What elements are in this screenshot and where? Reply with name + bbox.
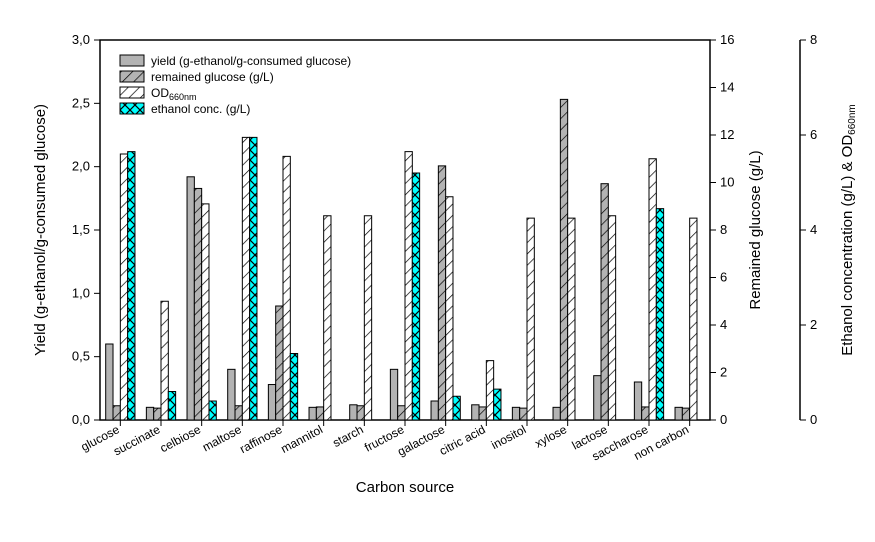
legend-label-remained_glucose: remained glucose (g/L): [151, 70, 274, 84]
x-category-label: raffinose: [237, 422, 284, 456]
bar-od660: [120, 154, 127, 420]
legend-swatch-ethanol: [120, 103, 144, 114]
y-left-tick-label: 1,0: [72, 285, 90, 300]
bar-od660: [527, 218, 534, 420]
y-right1-tick-label: 10: [720, 175, 734, 190]
bar-remained_glucose: [194, 188, 201, 420]
bar-od660: [405, 152, 412, 420]
x-category-label: mannitol: [278, 422, 325, 456]
bar-remained_glucose: [479, 407, 486, 420]
y-left-tick-label: 0,0: [72, 412, 90, 427]
y-right1-tick-label: 8: [720, 222, 727, 237]
bar-ethanol: [209, 401, 216, 420]
bar-yield: [309, 407, 316, 420]
bar-yield: [390, 369, 397, 420]
bar-ethanol: [656, 209, 663, 420]
legend-swatch-remained_glucose: [120, 71, 144, 82]
y-right2-tick-label: 0: [810, 412, 817, 427]
x-category-label: starch: [330, 422, 365, 450]
bar-remained_glucose: [520, 408, 527, 420]
bar-ethanol: [453, 396, 460, 420]
bar-od660: [486, 361, 493, 420]
bar-remained_glucose: [276, 306, 283, 420]
bar-remained_glucose: [357, 406, 364, 420]
bar-remained_glucose: [601, 184, 608, 420]
bar-remained_glucose: [438, 166, 445, 420]
legend-label-yield: yield (g-ethanol/g-consumed glucose): [151, 54, 351, 68]
y-right2-tick-label: 4: [810, 222, 817, 237]
bar-remained_glucose: [398, 406, 405, 420]
bar-remained_glucose: [560, 99, 567, 420]
bar-yield: [675, 407, 682, 420]
x-category-label: xylose: [532, 422, 569, 450]
bar-ethanol: [128, 152, 135, 420]
y-right1-tick-label: 4: [720, 317, 727, 332]
x-category-label: succinate: [111, 422, 163, 458]
y-left-tick-label: 1,5: [72, 222, 90, 237]
bar-od660: [324, 216, 331, 420]
y-right1-tick-label: 14: [720, 80, 734, 95]
bar-yield: [472, 405, 479, 420]
bar-yield: [512, 407, 519, 420]
legend-label-ethanol: ethanol conc. (g/L): [151, 102, 250, 116]
bar-ethanol: [290, 354, 297, 421]
bar-yield: [350, 405, 357, 420]
bar-od660: [283, 156, 290, 420]
bar-yield: [553, 407, 560, 420]
bar-yield: [106, 344, 113, 420]
bar-yield: [228, 369, 235, 420]
bar-yield: [187, 177, 194, 420]
bar-ethanol: [412, 173, 419, 420]
y-right1-tick-label: 16: [720, 32, 734, 47]
y-right1-tick-label: 12: [720, 127, 734, 142]
y-right1-axis-title: Remained glucose (g/L): [747, 150, 764, 309]
bar-yield: [634, 382, 641, 420]
bar-od660: [202, 204, 209, 420]
bar-yield: [146, 407, 153, 420]
bar-remained_glucose: [113, 406, 120, 420]
y-left-axis-title: Yield (g-ethanol/g-consumed glucose): [32, 104, 49, 356]
y-left-tick-label: 2,0: [72, 159, 90, 174]
x-category-label: celbiose: [158, 422, 204, 455]
bar-remained_glucose: [682, 408, 689, 420]
y-right2-tick-label: 6: [810, 127, 817, 142]
bar-yield: [268, 385, 275, 420]
y-right2-tick-label: 2: [810, 317, 817, 332]
bar-ethanol: [168, 392, 175, 421]
bar-remained_glucose: [316, 407, 323, 420]
y-right2-tick-label: 8: [810, 32, 817, 47]
bar-od660: [690, 218, 697, 420]
x-axis-title: Carbon source: [356, 479, 454, 496]
y-left-tick-label: 2,5: [72, 95, 90, 110]
x-category-label: maltose: [200, 422, 244, 454]
bar-yield: [594, 376, 601, 420]
y-right1-tick-label: 0: [720, 412, 727, 427]
bar-od660: [161, 301, 168, 420]
bar-od660: [649, 159, 656, 420]
bar-remained_glucose: [642, 407, 649, 420]
y-right1-tick-label: 6: [720, 270, 727, 285]
legend-swatch-yield: [120, 55, 144, 66]
y-right2-axis-title: Ethanol concentration (g/L) & OD660nm: [839, 104, 858, 356]
x-category-label: inositol: [489, 422, 529, 452]
svg-text:Ethanol concentration (g/L) &: Ethanol concentration (g/L) & OD660nm: [839, 104, 858, 356]
x-category-label: galactose: [395, 422, 447, 459]
y-right1-tick-label: 2: [720, 365, 727, 380]
bar-od660: [446, 197, 453, 420]
bar-od660: [608, 216, 615, 420]
legend-swatch-od660: [120, 87, 144, 98]
bar-od660: [242, 137, 249, 420]
bar-ethanol: [494, 389, 501, 420]
legend-label-od660: OD660nm: [151, 86, 197, 102]
bar-remained_glucose: [154, 408, 161, 420]
x-category-label: citric acid: [437, 422, 488, 458]
bar-yield: [431, 401, 438, 420]
chart: 0,0 0,5 1,0 1,5 2,0 2,5 3,0 Yield (g-ethanol/g-…: [0, 0, 875, 542]
bar-od660: [568, 218, 575, 420]
y-left-tick-label: 0,5: [72, 349, 90, 364]
bar-ethanol: [250, 137, 257, 420]
bar-od660: [364, 216, 371, 420]
y-left-tick-label: 3,0: [72, 32, 90, 47]
bar-remained_glucose: [235, 406, 242, 420]
